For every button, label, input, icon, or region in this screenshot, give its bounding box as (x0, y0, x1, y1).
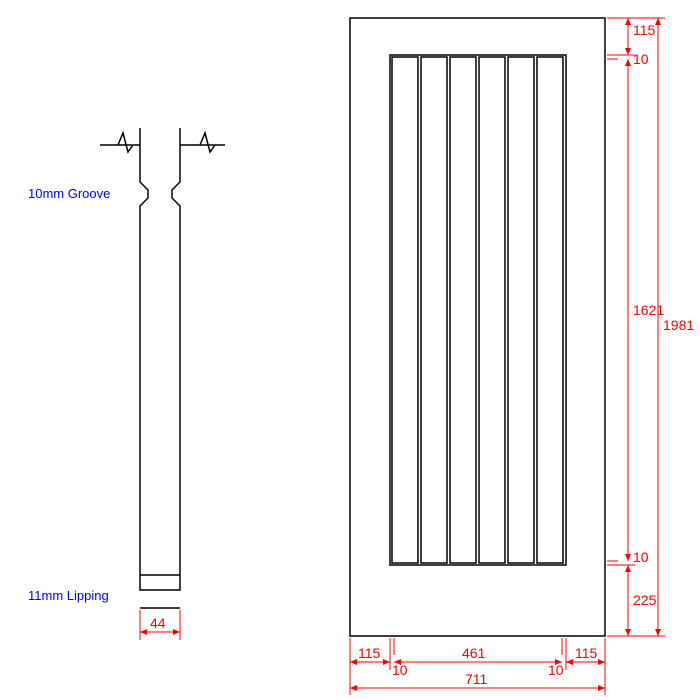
svg-text:10: 10 (633, 51, 649, 67)
svg-text:44: 44 (150, 615, 166, 631)
svg-text:1981: 1981 (663, 317, 694, 333)
svg-text:10: 10 (548, 662, 564, 678)
svg-text:711: 711 (465, 671, 488, 687)
svg-text:115: 115 (575, 645, 598, 661)
svg-text:1621: 1621 (633, 302, 664, 318)
dims-horizontal: 115 10 461 10 115 711 (350, 638, 605, 695)
door-elevation (350, 18, 605, 636)
planks (392, 57, 563, 563)
dims-vertical: 115 10 1621 1981 10 225 (607, 18, 694, 636)
svg-text:10: 10 (392, 662, 408, 678)
svg-text:115: 115 (633, 22, 656, 38)
lipping-label: 11mm Lipping (28, 588, 109, 603)
svg-text:115: 115 (358, 645, 381, 661)
svg-text:461: 461 (462, 645, 486, 661)
svg-text:225: 225 (633, 592, 657, 608)
profile-section (100, 128, 225, 608)
dim-profile-width: 44 (140, 610, 180, 640)
svg-text:10: 10 (633, 549, 649, 565)
groove-label: 10mm Groove (28, 186, 110, 201)
